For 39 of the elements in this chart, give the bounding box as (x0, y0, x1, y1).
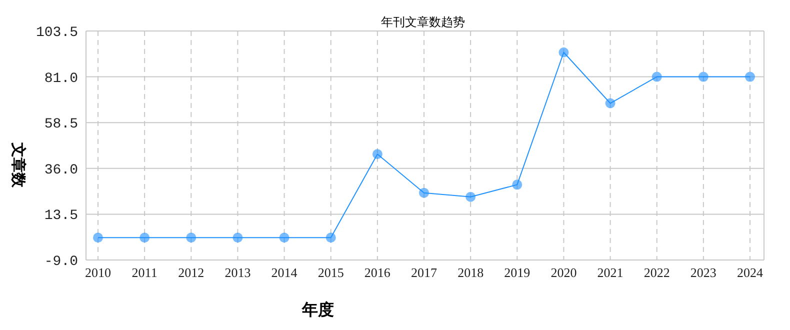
x-tick-label: 2024 (737, 265, 764, 280)
point (512, 180, 522, 190)
point (326, 232, 336, 243)
x-tick-label: 2010 (85, 265, 111, 280)
point (698, 72, 708, 82)
x-tick-label: 2012 (178, 265, 204, 280)
point (466, 192, 476, 202)
point (605, 98, 616, 108)
point (419, 188, 429, 198)
point (232, 232, 243, 243)
point (140, 232, 150, 243)
x-tick-label: 2017 (411, 265, 438, 280)
y-tick-label: 103.5 (36, 24, 78, 41)
point (186, 232, 196, 243)
x-tick-label: 2014 (271, 265, 298, 280)
point (558, 47, 569, 58)
y-axis-title: 文章数 (8, 142, 28, 188)
x-tick-label: 2016 (364, 265, 391, 280)
x-tick-label: 2015 (318, 265, 344, 280)
point (93, 232, 103, 243)
point (652, 72, 662, 82)
chart-title: 年刊文章数趋势 (381, 15, 465, 29)
y-tick-label: 36.0 (44, 162, 78, 178)
point (279, 232, 290, 243)
point (372, 149, 382, 160)
y-tick-label: -9.0 (44, 254, 78, 270)
point (745, 72, 755, 82)
x-tick-label: 2020 (550, 265, 577, 280)
x-tick-label: 2019 (504, 265, 530, 280)
y-tick-label: 81.0 (44, 70, 78, 87)
y-tick-label: 58.5 (44, 116, 78, 133)
x-tick-label: 2011 (132, 265, 158, 280)
y-tick-label: 13.5 (44, 208, 78, 224)
x-tick-label: 2021 (597, 265, 624, 280)
x-tick-label: 2013 (224, 265, 251, 280)
x-tick-label: 2018 (458, 265, 484, 280)
x-tick-label: 2022 (644, 265, 670, 280)
x-axis-title: 年度 (300, 300, 335, 321)
x-tick-label: 2023 (690, 265, 716, 280)
